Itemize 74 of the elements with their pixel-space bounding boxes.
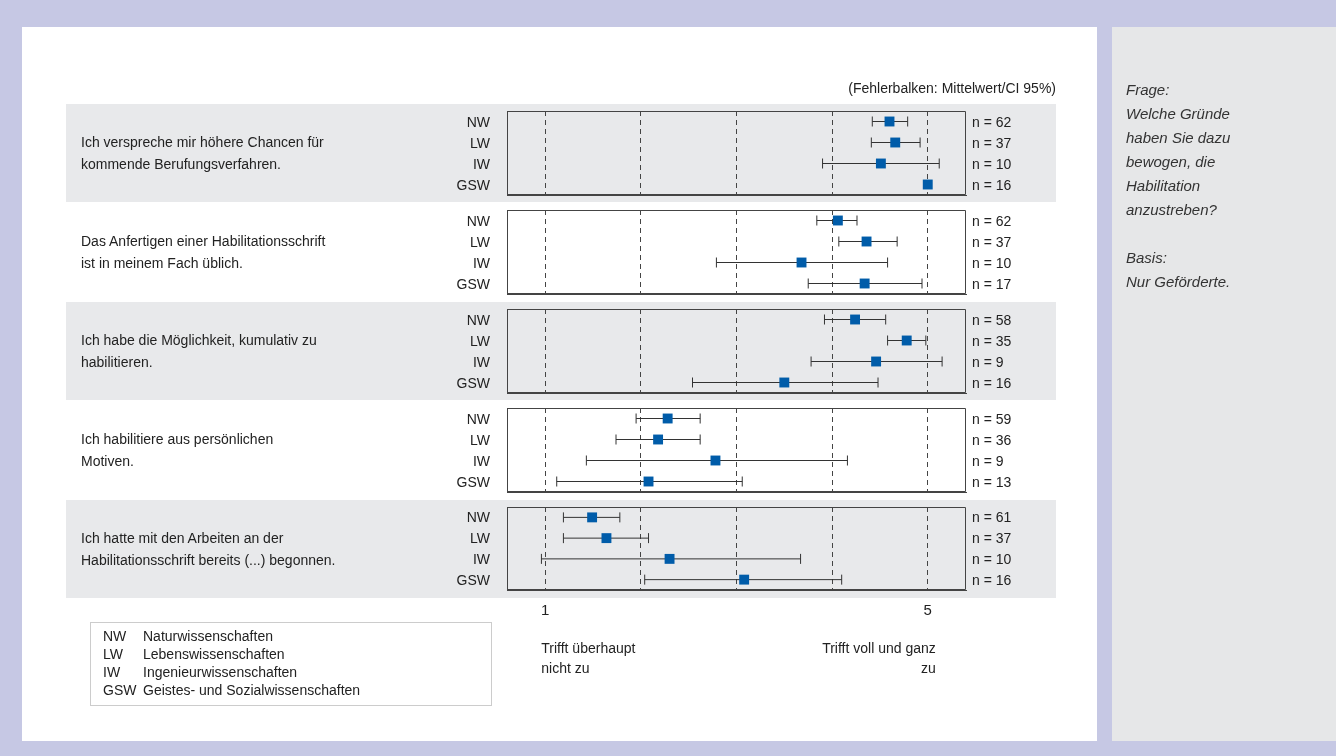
text: Trifft voll und ganz zu [821, 639, 936, 678]
text: n = 37 [972, 232, 1012, 251]
text: LW Lebenswissenschaften [103, 646, 285, 662]
text: n = 10 [972, 154, 1012, 173]
y-tick-label: NW [466, 409, 490, 428]
y-axis-title: Das Anfertigen einer Habilitationsschrift ist in meinem Fach üblich. [81, 232, 327, 273]
point [859, 278, 870, 289]
text: n = 13 [972, 472, 1012, 491]
point [779, 377, 790, 388]
y-tick-label: GSW [456, 373, 490, 392]
text: n = 16 [972, 175, 1012, 194]
y-tick-label: GSW [456, 472, 490, 491]
text: n = 17 [972, 274, 1012, 293]
x-tick-label: 1 [541, 601, 550, 619]
point [653, 434, 664, 445]
y-tick-label: IW [472, 352, 490, 371]
text: n = 62 [972, 112, 1012, 131]
text: n = 62 [972, 211, 1012, 230]
point [664, 553, 675, 564]
text: n = 10 [972, 549, 1012, 568]
point [871, 356, 882, 367]
point [832, 215, 843, 226]
x-tick-label: 5 [923, 601, 932, 619]
y-tick-label: GSW [456, 274, 490, 293]
point [922, 179, 933, 190]
y-tick-label: NW [466, 310, 490, 329]
y-axis-title: Ich verspreche mir höhere Chancen für kommende Berufungsverfahren. [81, 133, 325, 174]
y-tick-label: IW [472, 154, 490, 173]
y-tick-label: GSW [456, 570, 490, 589]
text: Trifft überhaupt nicht zu [541, 639, 637, 678]
text: n = 9 [972, 352, 1004, 371]
y-tick-label: IW [472, 253, 490, 272]
y-tick-label: IW [472, 451, 490, 470]
point [875, 158, 886, 169]
text: n = 37 [972, 133, 1012, 152]
point [861, 236, 872, 247]
point [662, 413, 673, 424]
text: n = 16 [972, 373, 1012, 392]
y-tick-label: NW [466, 508, 490, 527]
y-axis-title: Ich habe die Möglichkeit, kumulativ zu habilitieren. [81, 331, 318, 372]
y-tick-label: LW [470, 232, 490, 251]
text: n = 58 [972, 310, 1012, 329]
point [739, 574, 750, 585]
y-axis-title: Ich hatte mit den Arbeiten an der Habilitationsschrift bereits (...) begonnen. [81, 528, 337, 570]
text: n = 9 [972, 451, 1004, 470]
text: IW Ingenieurwissenschaften [103, 664, 298, 680]
text: Basis: [1126, 248, 1168, 268]
text: Welche Gründe haben Sie dazu bewogen, die Habilitation anzustreben? [1126, 104, 1232, 220]
point [587, 512, 598, 523]
text: n = 35 [972, 331, 1012, 350]
y-tick-label: LW [470, 331, 490, 350]
y-tick-label: NW [466, 112, 490, 131]
text: n = 37 [972, 529, 1012, 548]
y-tick-label: LW [470, 529, 490, 548]
y-tick-label: LW [470, 430, 490, 449]
y-axis-title: Ich habilitiere aus persönlichen Motiven. [81, 430, 275, 471]
point [901, 335, 912, 346]
point [850, 314, 861, 325]
point [890, 137, 901, 148]
text: (Fehlerbalken: Mittelwert/CI 95%) [848, 80, 1056, 96]
y-tick-label: IW [472, 549, 490, 568]
text: Frage: [1126, 80, 1171, 100]
text: n = 10 [972, 253, 1012, 272]
text: NW Naturwissenschaften [103, 627, 273, 645]
point [601, 533, 612, 544]
text: n = 61 [972, 508, 1012, 527]
text: Nur Geförderte. [1126, 272, 1232, 292]
text: n = 59 [972, 409, 1012, 428]
text: GSW Geistes- und Sozialwissenschaften [103, 681, 361, 699]
y-tick-label: LW [470, 133, 490, 152]
y-tick-label: NW [466, 211, 490, 230]
text: n = 36 [972, 430, 1012, 449]
y-tick-label: GSW [456, 175, 490, 194]
text: n = 16 [972, 570, 1012, 589]
